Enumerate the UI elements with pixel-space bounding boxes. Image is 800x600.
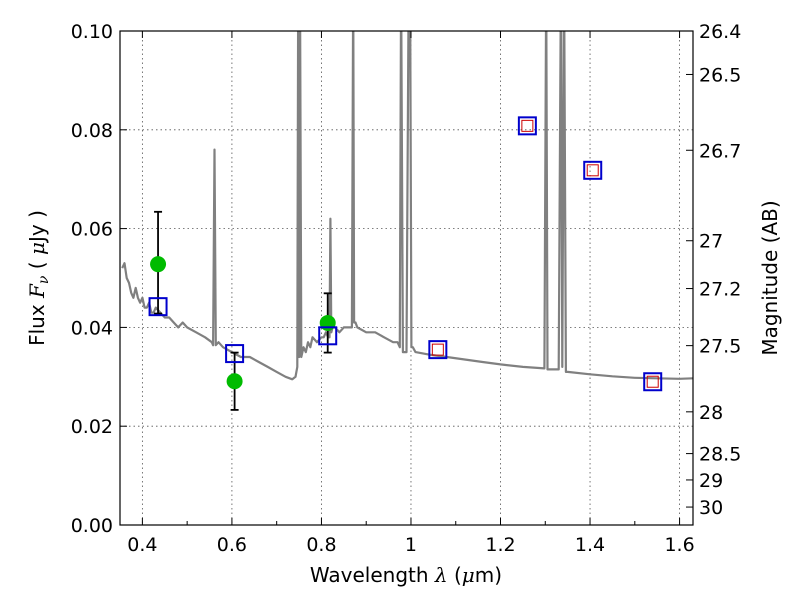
right-tick-label-1: 26.5 [699, 64, 741, 86]
model-inner-square-5 [586, 164, 599, 177]
model-square-3 [428, 340, 448, 360]
x-tick-label-2: 0.8 [306, 534, 336, 556]
y-tick-label-4: 0.08 [71, 120, 113, 142]
y-axis-subscript: ν [36, 275, 52, 284]
observed-marker-2 [319, 314, 336, 331]
y-tick-label-5: 0.10 [71, 21, 113, 43]
model-point-1 [225, 344, 245, 364]
model-inner-square-3 [431, 343, 444, 356]
right-tick-label-9: 30 [699, 497, 723, 519]
x-axis-unit-open: ( [454, 563, 462, 587]
ticks-layer: 0.4 0.6 0.8 1 1.2 1.4 1.6 0.00 0.02 0.04 0.06 0.08 0… [71, 21, 742, 556]
x-axis-label: Wavelength λ (μm) [310, 563, 502, 587]
y-tick-label-1: 0.02 [71, 416, 113, 438]
y-tick-label-3: 0.06 [71, 219, 113, 241]
x-tick-label-4: 1.2 [485, 534, 515, 556]
y-axis-symbol: F [25, 283, 49, 299]
model-square-5 [583, 160, 603, 180]
y-axis-label-text: Flux [25, 304, 49, 346]
observed-marker-1 [226, 373, 243, 390]
right-axis-label: Magnitude (AB) [758, 200, 782, 355]
x-tick-label-0: 0.4 [127, 534, 157, 556]
x-axis-unit-mu: μ [462, 563, 475, 587]
spectrum-line [121, 31, 693, 381]
right-tick-label-3: 27 [699, 231, 723, 253]
x-tick-label-5: 1.4 [575, 534, 605, 556]
model-inner-square-4 [521, 119, 534, 132]
model-point-2 [318, 326, 338, 346]
x-tick-label-3: 1 [405, 534, 417, 556]
right-tick-label-7: 28.5 [699, 444, 741, 466]
x-axis-unit-rest: m) [475, 563, 502, 587]
model-point-0 [148, 297, 168, 317]
y-axis-unit-open: ( [25, 261, 49, 269]
model-square-1 [225, 344, 245, 364]
x-axis-symbol: λ [434, 563, 448, 587]
y-tick-label-0: 0.00 [71, 515, 113, 537]
x-tick-label-1: 0.6 [217, 534, 247, 556]
model-inner-square-6 [646, 375, 659, 388]
model-square-0 [148, 297, 168, 317]
spectrum-layer [121, 31, 693, 381]
model-square-4 [517, 116, 537, 136]
plot-frame [119, 30, 694, 526]
model-point-6 [643, 372, 663, 392]
model-square-6 [643, 372, 663, 392]
right-tick-label-6: 28 [699, 402, 723, 424]
right-tick-label-2: 26.7 [699, 140, 741, 162]
model-point-3 [428, 340, 448, 360]
model-square-2 [318, 326, 338, 346]
y-axis-unit-rest: Jy ) [25, 210, 49, 244]
model-point-4 [517, 116, 537, 136]
y-axis-unit-mu: μ [25, 242, 49, 255]
points-layer [148, 116, 663, 411]
right-tick-label-0: 26.4 [699, 21, 741, 43]
right-tick-label-4: 27.2 [699, 279, 741, 301]
x-axis-label-text: Wavelength [310, 563, 429, 587]
right-tick-label-8: 29 [699, 470, 723, 492]
y-tick-label-2: 0.04 [71, 317, 113, 339]
observed-point-0 [150, 210, 167, 315]
observed-marker-0 [150, 256, 167, 273]
y-axis-label: Flux Fν ( μJy ) [25, 210, 52, 346]
right-tick-label-5: 27.5 [699, 336, 741, 358]
x-tick-label-6: 1.6 [664, 534, 694, 556]
model-point-5 [583, 160, 603, 180]
